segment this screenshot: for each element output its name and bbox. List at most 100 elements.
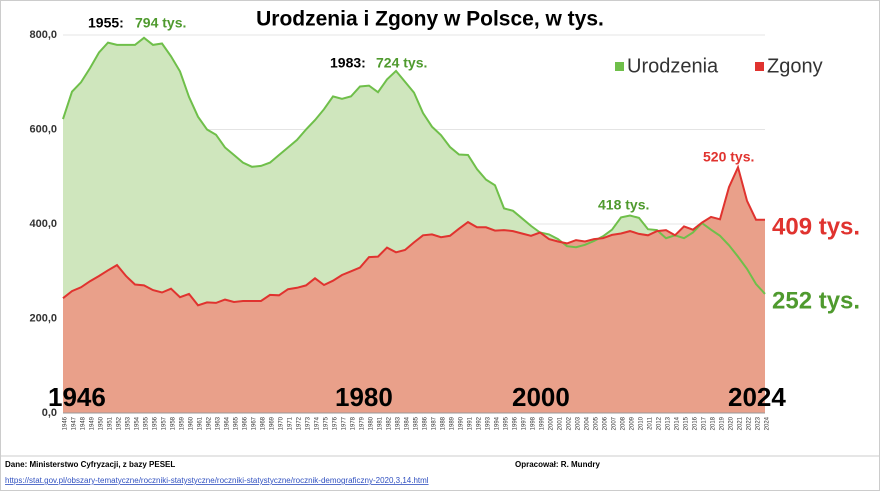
x-tick-label: 1950: [99, 416, 105, 430]
annotation: 1955:: [88, 15, 124, 31]
x-tick-label: 1978: [351, 416, 357, 430]
x-tick-label: 2004: [585, 416, 591, 430]
annotation: 418 tys.: [598, 197, 649, 213]
line: [62, 36, 766, 295]
x-tick-label: 1946: [63, 416, 69, 430]
x-tick-label: 2021: [738, 416, 744, 430]
x-tick-label: 1984: [405, 416, 411, 430]
legend-swatch: [615, 62, 624, 71]
annotation: 2000: [512, 382, 570, 412]
y-tick-label: 800,0: [29, 29, 57, 41]
x-tick-label: 1958: [171, 416, 177, 430]
annotation: 409 tys.: [772, 213, 860, 240]
x-tick-label: 2017: [702, 416, 708, 430]
x-tick-label: 2019: [720, 416, 726, 430]
x-tick-label: 1986: [423, 416, 429, 430]
x-tick-label: 1982: [387, 416, 393, 430]
x-tick-label: 1988: [441, 416, 447, 430]
line: [62, 164, 765, 307]
x-tick-label: 1974: [315, 416, 321, 430]
x-tick-label: 2015: [684, 416, 690, 430]
x-tick-label: 1972: [297, 416, 303, 430]
x-tick-label: 1955: [144, 416, 150, 430]
y-tick-label: 400,0: [29, 218, 57, 230]
annotation: 794 tys.: [135, 15, 186, 31]
x-tick-label: 2022: [747, 416, 753, 430]
legend-swatch: [755, 62, 764, 71]
x-tick-label: 2016: [693, 416, 699, 430]
x-tick-label: 2001: [558, 416, 564, 430]
annotation: 724 tys.: [376, 55, 427, 71]
y-tick-label: 0,0: [42, 407, 57, 419]
x-tick-label: 2002: [567, 416, 573, 430]
x-tick-label: 1969: [270, 416, 276, 430]
x-tick-label: 1979: [360, 416, 366, 430]
x-tick-label: 1968: [261, 416, 267, 430]
annotation: 520 tys.: [703, 149, 754, 165]
footer-source: Dane: Ministerstwo Cyfryzacji, z bazy PE…: [5, 460, 175, 469]
legend-label: Zgony: [767, 55, 823, 77]
annotation: 252 tys.: [772, 287, 860, 314]
x-tick-label: 2020: [729, 416, 735, 430]
area: [63, 167, 765, 413]
x-tick-label: 1975: [324, 416, 330, 430]
x-tick-label: 1999: [540, 416, 546, 430]
x-tick-label: 1992: [477, 416, 483, 430]
x-tick-label: 1952: [117, 416, 123, 430]
x-tick-label: 1994: [495, 416, 501, 430]
x-tick-label: 2008: [621, 416, 627, 430]
x-tick-label: 1966: [243, 416, 249, 430]
x-tick-label: 1998: [531, 416, 537, 430]
x-tick-label: 2011: [648, 416, 654, 430]
x-tick-label: 1957: [162, 416, 168, 430]
x-tick-label: 1948: [81, 416, 87, 430]
x-tick-label: 2012: [657, 416, 663, 430]
x-tick-label: 1996: [513, 416, 519, 430]
x-tick-label: 1977: [342, 416, 348, 430]
x-tick-label: 1971: [288, 416, 294, 430]
x-tick-label: 1981: [378, 416, 384, 430]
x-tick-label: 1990: [459, 416, 465, 430]
x-tick-label: 2009: [630, 416, 636, 430]
x-tick-label: 1954: [135, 416, 141, 430]
x-tick-label: 1980: [369, 416, 375, 430]
annotation: 1983:: [330, 55, 366, 71]
x-tick-label: 1989: [450, 416, 456, 430]
annotation: 1980: [335, 382, 393, 412]
x-tick-label: 2018: [711, 416, 717, 430]
x-tick-label: 1964: [225, 416, 231, 430]
x-tick-label: 1983: [396, 416, 402, 430]
x-tick-label: 1962: [207, 416, 213, 430]
x-tick-label: 1976: [333, 416, 339, 430]
x-tick-label: 1985: [414, 416, 420, 430]
x-tick-label: 2005: [594, 416, 600, 430]
y-tick-label: 600,0: [29, 123, 57, 135]
x-tick-label: 2007: [612, 416, 618, 430]
x-tick-label: 2013: [666, 416, 672, 430]
x-tick-label: 1987: [432, 416, 438, 430]
footer-author: Opracował: R. Mundry: [515, 460, 600, 469]
x-tick-label: 1956: [153, 416, 159, 430]
legend-label: Urodzenia: [627, 55, 719, 77]
x-tick-label: 2023: [756, 416, 762, 430]
x-tick-label: 1951: [108, 416, 114, 430]
x-tick-label: 1967: [252, 416, 258, 430]
chart-title: Urodzenia i Zgony w Polsce, w tys.: [256, 8, 604, 31]
x-tick-label: 1993: [486, 416, 492, 430]
x-tick-label: 2024: [765, 416, 771, 430]
x-tick-label: 1995: [504, 416, 510, 430]
x-tick-label: 2010: [639, 416, 645, 430]
y-tick-label: 200,0: [29, 312, 57, 324]
x-tick-label: 1997: [522, 416, 528, 430]
x-tick-label: 1991: [468, 416, 474, 430]
x-tick-label: 2000: [549, 416, 555, 430]
x-tick-label: 1961: [198, 416, 204, 430]
footer-link[interactable]: https://stat.gov.pl/obszary-tematyczne/r…: [5, 476, 429, 485]
x-tick-label: 1959: [180, 416, 186, 430]
x-tick-label: 1947: [72, 416, 78, 430]
annotation: 1946: [48, 382, 106, 412]
x-tick-label: 1970: [279, 416, 285, 430]
x-tick-label: 1973: [306, 416, 312, 430]
x-tick-label: 1953: [126, 416, 132, 430]
